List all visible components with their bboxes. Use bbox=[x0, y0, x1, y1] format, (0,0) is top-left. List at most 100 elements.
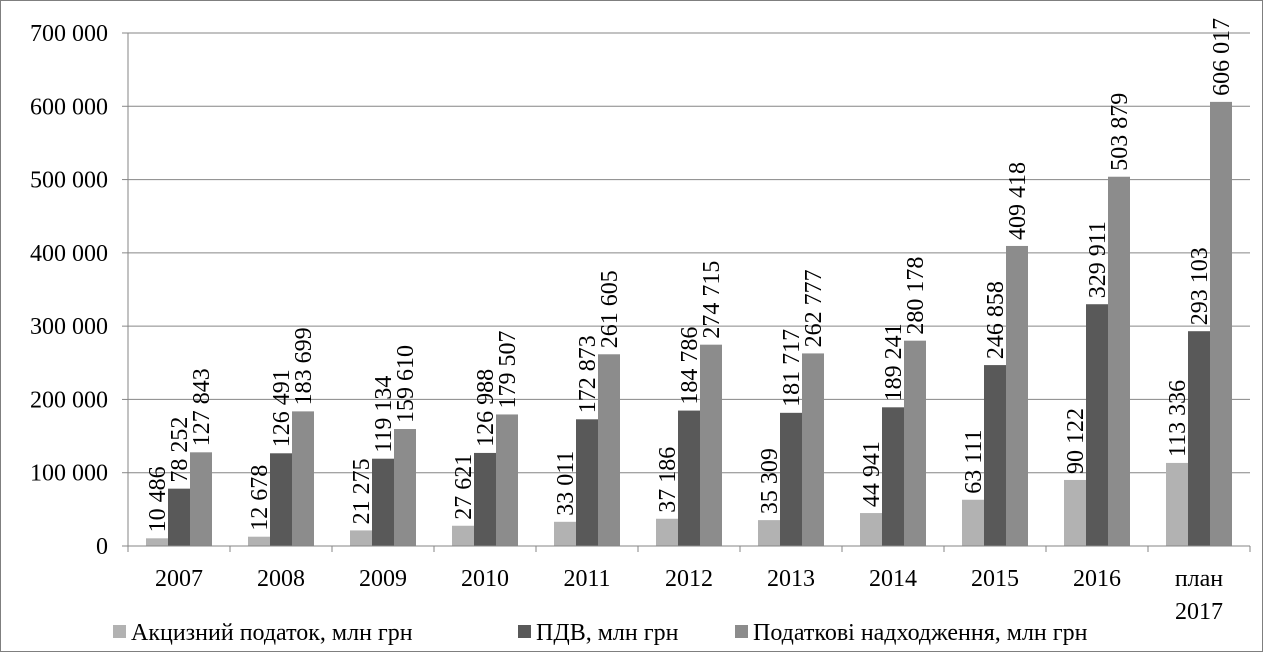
data-label: 293 103 bbox=[1187, 247, 1213, 325]
data-label: 172 873 bbox=[575, 335, 601, 413]
data-label: 127 843 bbox=[189, 368, 215, 446]
legend-swatch bbox=[113, 625, 126, 638]
y-tick-label: 500 000 bbox=[30, 168, 108, 194]
data-label: 33 011 bbox=[553, 451, 579, 516]
data-label: 280 178 bbox=[903, 257, 929, 335]
grid-lines bbox=[128, 32, 1250, 474]
bar bbox=[474, 452, 496, 546]
x-tick-label: 2011 bbox=[563, 566, 610, 592]
data-label: 409 418 bbox=[1005, 162, 1031, 240]
legend-swatch bbox=[518, 625, 531, 638]
data-label: 21 275 bbox=[349, 458, 375, 524]
y-tick-label: 200 000 bbox=[30, 387, 108, 413]
x-tick-label: 2012 bbox=[665, 566, 713, 592]
bar bbox=[678, 410, 700, 546]
y-tick-label: 0 bbox=[96, 534, 108, 560]
bar bbox=[248, 536, 270, 546]
bar bbox=[700, 344, 722, 546]
y-tick-label: 300 000 bbox=[30, 314, 108, 340]
bar bbox=[554, 521, 576, 546]
bar bbox=[190, 452, 212, 546]
data-label: 246 858 bbox=[983, 281, 1009, 359]
bar bbox=[452, 525, 474, 546]
y-tick-label: 600 000 bbox=[30, 94, 108, 120]
bar bbox=[1086, 304, 1108, 546]
bar bbox=[146, 538, 168, 546]
data-label: 261 605 bbox=[597, 270, 623, 348]
data-label: 63 111 bbox=[961, 430, 987, 494]
legend-item: ПДВ, млн грн bbox=[518, 620, 679, 646]
bar bbox=[496, 414, 518, 546]
bar bbox=[292, 411, 314, 546]
bar bbox=[168, 488, 190, 546]
data-label: 90 122 bbox=[1063, 408, 1089, 474]
axes: 0 100 000 200 000 300 000 400 000 500 000 600 … bbox=[30, 21, 1251, 625]
x-tick-label: 2017 bbox=[1175, 599, 1223, 625]
data-label: 179 507 bbox=[495, 330, 521, 408]
x-tick-label: 2015 bbox=[971, 566, 1019, 592]
data-label: 329 911 bbox=[1085, 221, 1111, 298]
bar bbox=[882, 407, 904, 546]
bar bbox=[350, 530, 372, 546]
x-tick-label: 2009 bbox=[359, 566, 407, 592]
bar bbox=[394, 429, 416, 546]
bar bbox=[1210, 101, 1232, 547]
legend-item: Акцизний податок, млн грн bbox=[113, 620, 413, 646]
x-tick-label: 2014 bbox=[869, 566, 917, 592]
bar bbox=[962, 499, 984, 546]
bar bbox=[1188, 331, 1210, 546]
data-label: 262 777 bbox=[801, 269, 827, 347]
x-tick-label: 2010 bbox=[461, 566, 509, 592]
y-tick-label: 100 000 bbox=[30, 461, 108, 487]
x-tick-label: 2008 bbox=[257, 566, 305, 592]
legend-item: Податкові надходження, млн грн bbox=[735, 620, 1088, 646]
data-label: 189 241 bbox=[881, 323, 907, 401]
legend-label: Податкові надходження, млн грн bbox=[753, 620, 1088, 646]
bar bbox=[904, 340, 926, 546]
bar bbox=[860, 513, 882, 546]
data-label: 27 621 bbox=[451, 454, 477, 520]
x-tick-label: 2007 bbox=[155, 566, 203, 592]
bar bbox=[780, 412, 802, 546]
data-label: 274 715 bbox=[699, 261, 725, 339]
legend-label: ПДВ, млн грн bbox=[536, 620, 679, 646]
data-labels: 10 486 12 678 21 275 27 621 33 011 37 186 35 3… bbox=[145, 18, 1235, 532]
bar bbox=[270, 453, 292, 546]
legend: Акцизний податок, млн грн ПДВ, млн грн Под… bbox=[113, 620, 1088, 646]
bar bbox=[1108, 176, 1130, 546]
data-label: 181 717 bbox=[779, 329, 805, 407]
legend-swatch bbox=[735, 625, 748, 638]
x-tick-label: план bbox=[1175, 566, 1223, 592]
x-tick-label: 2013 bbox=[767, 566, 815, 592]
data-label: 78 252 bbox=[167, 417, 193, 483]
data-label: 10 486 bbox=[145, 466, 171, 532]
data-label: 35 309 bbox=[757, 448, 783, 514]
data-label: 126 988 bbox=[473, 369, 499, 447]
data-label: 119 134 bbox=[371, 376, 397, 453]
data-label: 159 610 bbox=[393, 345, 419, 423]
bar bbox=[598, 354, 620, 546]
data-label: 183 699 bbox=[291, 327, 317, 405]
data-label: 113 336 bbox=[1165, 380, 1191, 457]
bar bbox=[1006, 245, 1028, 547]
bars bbox=[146, 101, 1232, 547]
bar bbox=[984, 365, 1006, 546]
data-label: 44 941 bbox=[859, 441, 885, 507]
bar bbox=[1064, 479, 1086, 546]
data-label: 606 017 bbox=[1209, 18, 1235, 96]
y-tick-label: 400 000 bbox=[30, 241, 108, 267]
bar bbox=[656, 518, 678, 546]
bar bbox=[758, 520, 780, 546]
bar bbox=[372, 458, 394, 546]
x-tick-label: 2016 bbox=[1073, 566, 1121, 592]
legend-label: Акцизний податок, млн грн bbox=[131, 620, 413, 646]
bar bbox=[802, 353, 824, 546]
bar bbox=[576, 419, 598, 546]
y-tick-label: 700 000 bbox=[30, 21, 108, 47]
data-label: 37 186 bbox=[655, 447, 681, 513]
data-label: 12 678 bbox=[247, 465, 273, 531]
data-label: 126 491 bbox=[269, 369, 295, 447]
data-label: 503 879 bbox=[1107, 93, 1133, 171]
bar bbox=[1166, 462, 1188, 546]
